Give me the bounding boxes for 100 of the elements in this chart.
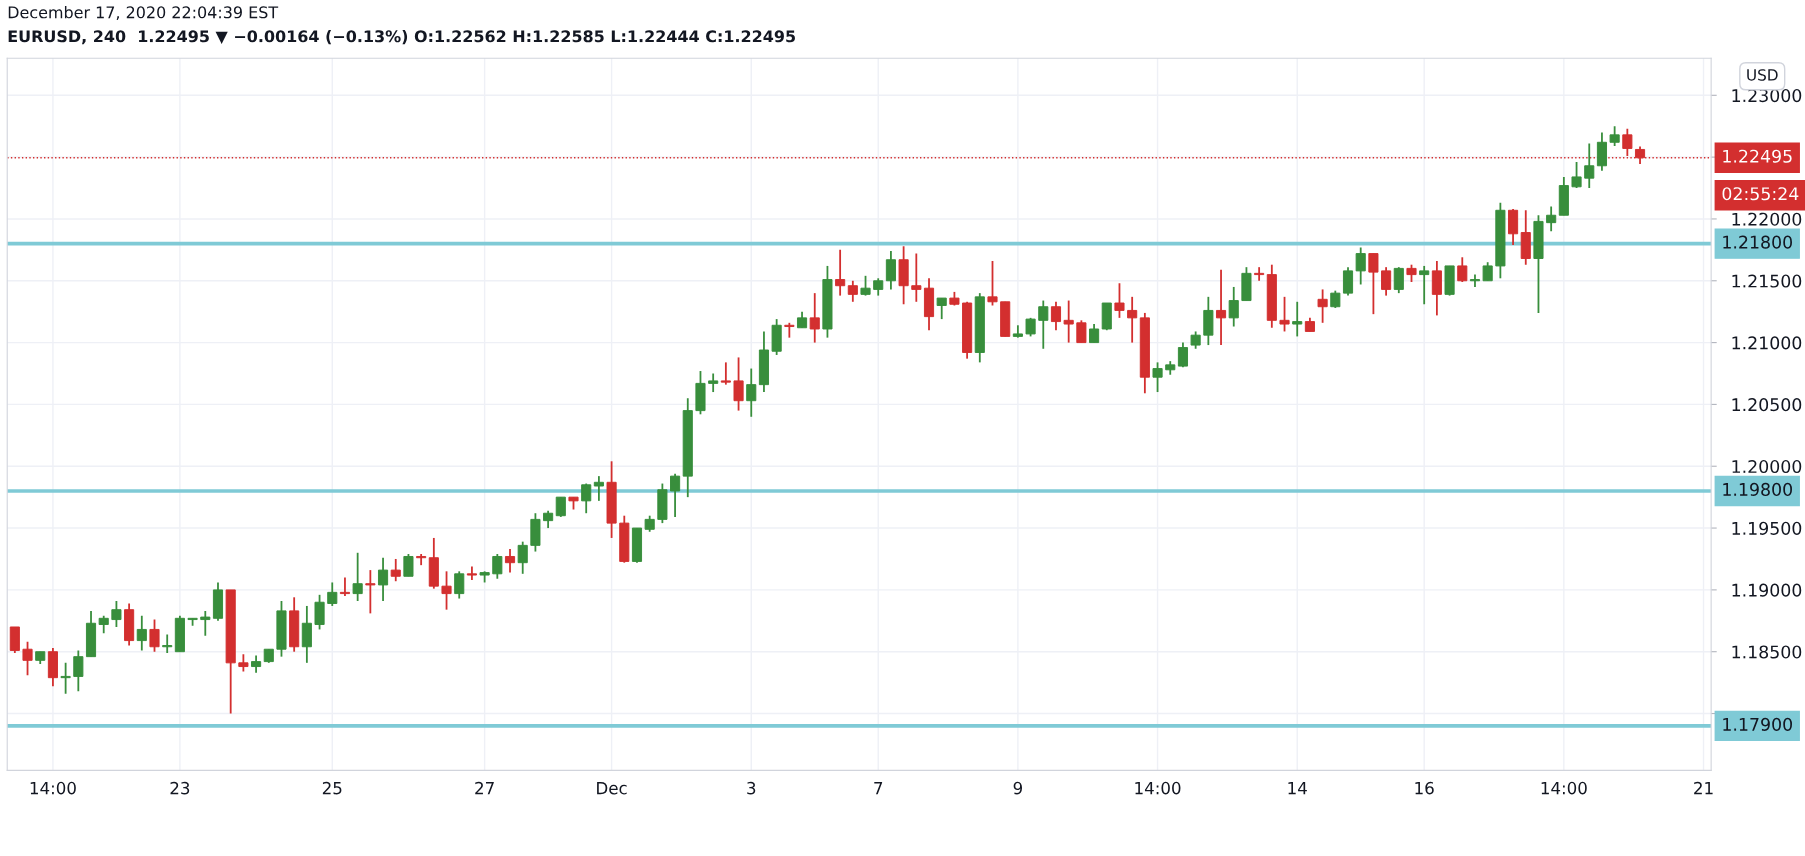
candlestick: [1177, 341, 1189, 369]
candlestick: [314, 593, 325, 631]
candlestick: [390, 558, 401, 583]
candlestick: [1431, 260, 1442, 317]
y-tick-label: 1.21500: [1732, 274, 1802, 288]
x-tick-label: 14:00: [1541, 781, 1587, 795]
ref-line-label: 1.19800: [1723, 482, 1792, 496]
candlestick: [492, 553, 503, 580]
candlestick: [73, 649, 84, 693]
x-tick-label: 3: [747, 781, 756, 795]
candlestick: [517, 540, 528, 575]
candlestick: [1508, 208, 1519, 246]
candlestick: [301, 605, 312, 664]
candlestick: [1050, 300, 1062, 332]
ref-line-label: 1.22495: [1723, 149, 1792, 163]
x-tick-label: 21: [1694, 781, 1713, 795]
candlestick: [1381, 266, 1392, 297]
candlestick: [1279, 295, 1290, 333]
x-tick-label: 7: [874, 782, 883, 795]
candlestick: [9, 626, 20, 654]
candlestick: [1215, 268, 1227, 346]
text: 02:55:24: [1722, 187, 1799, 201]
y-tick-label: 1.21000: [1732, 336, 1802, 350]
candlestick: [22, 640, 33, 677]
candlestick: [1038, 299, 1049, 350]
candlestick: [1254, 266, 1265, 282]
candlestick: [593, 475, 604, 502]
candlestick: [1469, 273, 1481, 288]
y-tick-label: 1.18500: [1732, 645, 1802, 659]
candlestick: [1546, 205, 1557, 233]
x-tick-label: 14:00: [30, 781, 76, 795]
candlestick: [784, 321, 795, 339]
candlestick: [365, 569, 376, 615]
y-tick-label: 1.20000: [1732, 459, 1802, 474]
candlestick: [60, 661, 71, 695]
candlestick: [1571, 161, 1582, 189]
candlestick: [403, 553, 414, 578]
candlestick: [847, 279, 858, 303]
candlestick: [416, 553, 427, 567]
candlestick: [581, 482, 592, 515]
x-tick-label: 27: [475, 781, 494, 795]
candlestick: [339, 576, 351, 597]
x-tick-label: Dec: [597, 782, 627, 795]
y-tick-label: 1.19000: [1732, 583, 1802, 597]
candlestick: [1076, 319, 1087, 344]
candlestick: [1114, 282, 1125, 319]
candlestick: [1393, 266, 1404, 295]
x-tick-label: 9: [1013, 781, 1023, 795]
candlestick: [441, 570, 452, 611]
candlestick: [987, 260, 998, 307]
ref-line-label: 1.21800: [1723, 235, 1792, 249]
candlestick: [720, 361, 731, 386]
candlestick: [936, 297, 947, 321]
x-tick-label: 25: [322, 781, 342, 795]
chart-subtitle: EURUSD, 240 1.22495 ▼ −0.00164 (−0.13%) O:1.22562 H:1.22585 L:1.22444 C:1.22495: [8, 29, 795, 45]
candlestick: [454, 570, 465, 600]
candlestick: [555, 496, 566, 518]
candlestick: [1089, 323, 1100, 344]
candlestick: [327, 581, 338, 607]
x-tick-label: 14:00: [1135, 781, 1181, 795]
candlestick: [835, 248, 846, 297]
candlestick: [149, 618, 160, 653]
y-axis-title: USD: [1747, 69, 1778, 81]
candlestick: [1584, 142, 1595, 189]
ref-line-label: 1.17900: [1723, 717, 1792, 731]
candlestick: [1419, 265, 1430, 306]
candlestick: [162, 633, 173, 654]
candlestick: [377, 556, 389, 602]
x-tick-label: 23: [170, 781, 190, 795]
candlestick: [746, 367, 757, 418]
candlestick: [1368, 252, 1379, 316]
candlestick: [1342, 266, 1354, 297]
candlestick: [1292, 300, 1303, 338]
candlestick: [708, 372, 719, 393]
candlestick: [1152, 361, 1163, 393]
candlestick: [1457, 256, 1468, 283]
candlestick: [352, 551, 363, 602]
y-tick-label: 1.20500: [1732, 398, 1802, 412]
candlestick: [200, 609, 211, 637]
candlestick: [911, 252, 922, 303]
candlestick: [1127, 295, 1138, 344]
candlestick: [860, 274, 871, 297]
candlestick: [136, 614, 147, 652]
candlestick: [504, 548, 516, 574]
candlestick: [1482, 261, 1493, 282]
candlestick: [1063, 299, 1074, 344]
candlestick: [1317, 288, 1328, 324]
y-tick-label: 1.19500: [1732, 521, 1802, 535]
y-tick-label: 1.22000: [1732, 212, 1802, 226]
candlestick: [1596, 131, 1608, 172]
candlestick: [1355, 246, 1366, 286]
candlestick: [1228, 286, 1239, 328]
candlestick: [670, 472, 681, 518]
x-tick-label: 16: [1415, 781, 1434, 795]
candlestick: [733, 356, 744, 412]
candlestick: [809, 292, 820, 344]
candlestick: [111, 600, 122, 628]
chart-title: December 17, 2020 22:04:39 EST: [8, 5, 279, 20]
candlestick: [885, 250, 896, 291]
x-tick-label: 14: [1288, 782, 1307, 795]
